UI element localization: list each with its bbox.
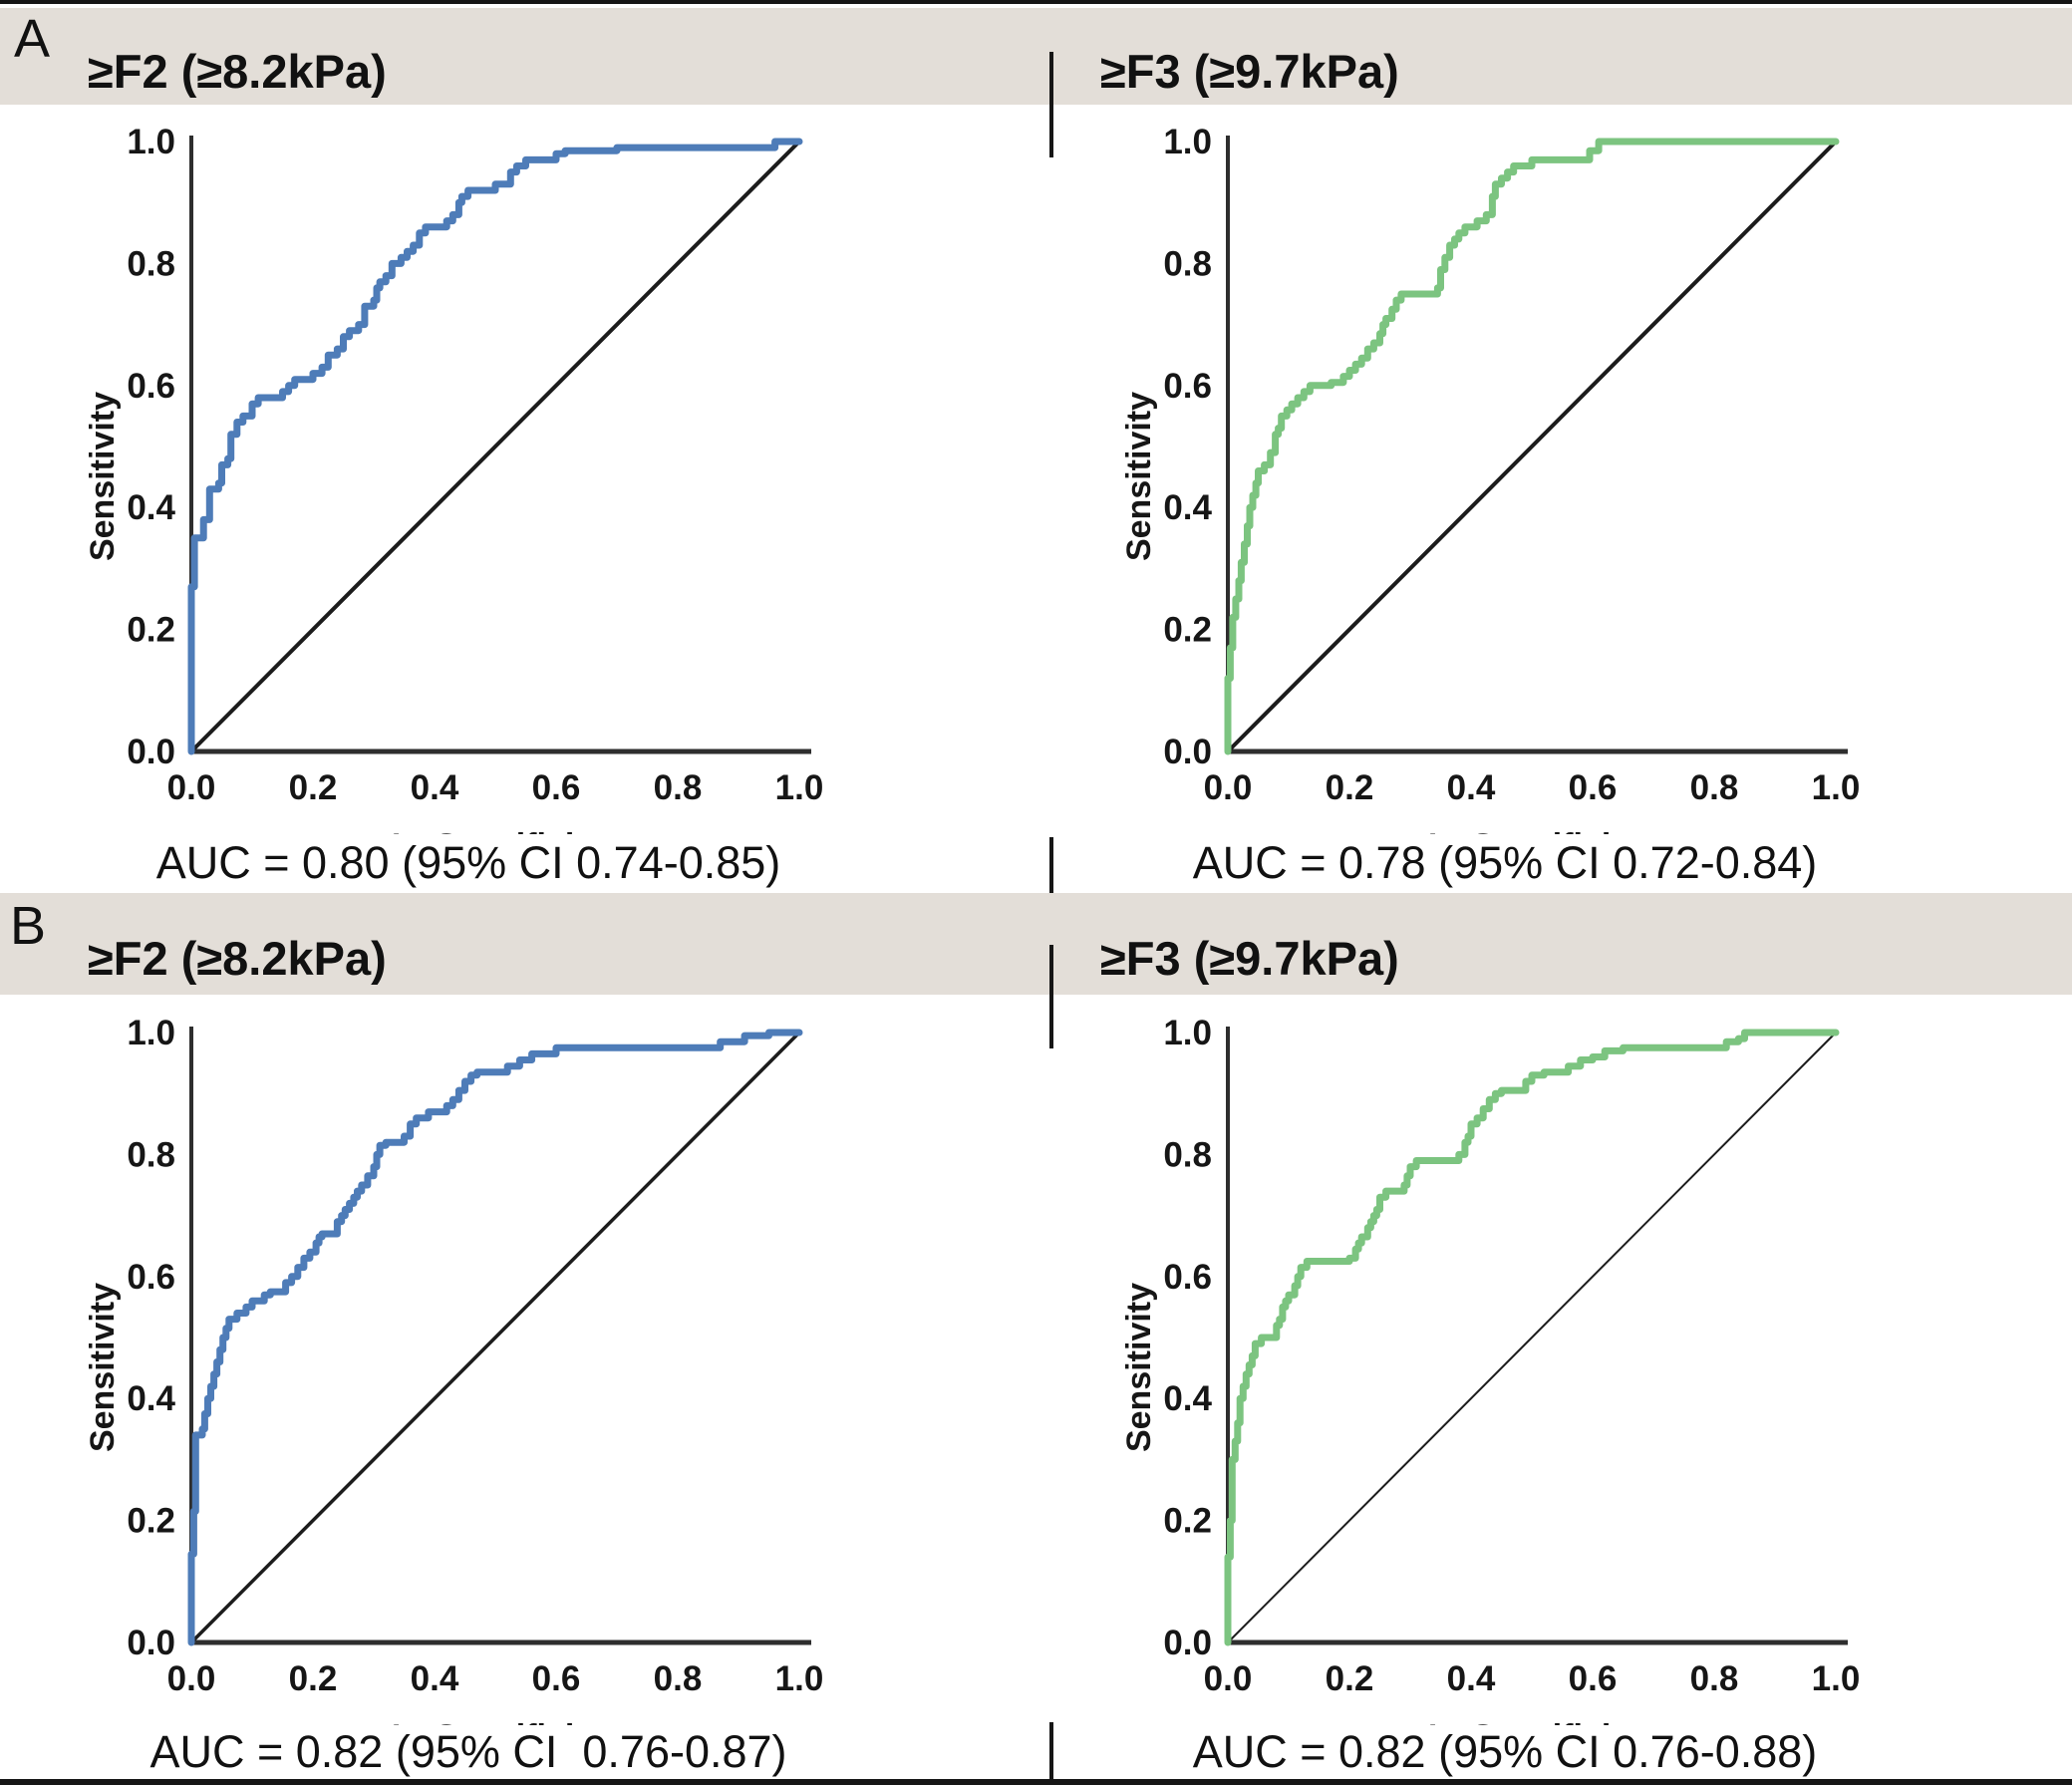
y-tick-label: 1.0 [127,123,175,161]
panel-a-banner [0,8,2072,105]
reference-diagonal-line [1227,1032,1837,1643]
panel-b-letter: B [10,896,47,956]
x-tick-label: 1.0 [1812,1659,1861,1698]
y-tick-label: 0.0 [1163,1624,1212,1662]
x-tick-label: 0.8 [1690,1659,1739,1698]
panel-b-banner [0,893,2072,995]
x-tick-label: 1.0 [775,1659,824,1698]
y-tick-label: 0.0 [1163,733,1212,771]
x-tick-label: 0.4 [1447,768,1496,807]
x-tick-label: 0.0 [167,1659,216,1698]
x-axis-title: 1 - Specificity [386,1718,604,1725]
x-tick-label: 0.0 [1204,1659,1253,1698]
y-tick-label: 0.4 [127,488,175,527]
x-tick-label: 0.6 [532,1659,581,1698]
panel-b-f3-title: ≥F3 (≥9.7kPa) [1100,932,1399,985]
x-tick-label: 0.4 [411,1659,459,1698]
y-tick-label: 0.6 [1163,1258,1212,1297]
reference-diagonal-line [189,1031,801,1644]
panel-a-letter: A [14,9,51,69]
reference-diagonal-line [1226,140,1838,753]
panel-divider-mid [1049,837,1053,894]
y-tick-label: 0.4 [127,1379,175,1418]
x-tick-label: 0.8 [654,768,703,807]
panel-divider-top-b [1049,945,1053,1048]
roc-curve [187,1029,803,1646]
y-tick-label: 0.2 [127,1502,175,1541]
y-tick-label: 0.0 [127,733,175,771]
roc-plot-a-f2: 0.00.0 0.2 0.2 0.4 0.4 0.6 0.6 0.8 0.8 1.0 1.0 Sens… [84,123,824,834]
y-tick-label: 0.8 [127,1135,175,1174]
y-tick-label: 0.8 [1163,244,1212,283]
reference-diagonal-line [189,140,801,753]
auc-caption-a-f3: AUC = 0.78 (95% CI 0.72-0.84) [1192,837,1818,888]
y-tick-label: 0.4 [1163,1379,1212,1418]
x-tick-label: 0.0 [1204,768,1253,807]
x-axis-title: 1 - Specificity [1422,827,1640,834]
y-tick-label: 1.0 [1163,123,1212,161]
x-axis-title: 1 - Specificity [386,827,604,834]
y-tick-label: 0.6 [127,1258,175,1297]
roc-curve [1224,1029,1840,1646]
auc-caption-b-f2: AUC = 0.82 (95% CI 0.76-0.87) [149,1726,787,1777]
panel-divider-top-a [1049,52,1053,157]
x-tick-label: 0.4 [1447,1659,1496,1698]
panel-a-f2-title: ≥F2 (≥8.2kPa) [88,45,387,98]
roc-curve [1224,138,1840,755]
x-axis-title: 1 - Specificity [1422,1718,1640,1725]
top-border-line [0,0,2072,4]
bottom-border-line [0,1779,2072,1785]
x-tick-label: 0.8 [654,1659,703,1698]
roc-curve [187,138,803,755]
y-axis-title: Sensitivity [1120,1283,1158,1452]
y-tick-label: 0.2 [1163,1502,1212,1541]
x-tick-label: 1.0 [1812,768,1861,807]
y-tick-label: 0.6 [127,367,175,406]
roc-plot-b-f3: 0.00.0 0.2 0.2 0.4 0.4 0.6 0.6 0.8 0.8 1.0 1.0 Sens… [1120,1014,1861,1725]
panel-a-f3-title: ≥F3 (≥9.7kPa) [1100,45,1399,98]
x-tick-label: 0.0 [167,768,216,807]
x-tick-label: 1.0 [775,768,824,807]
x-tick-label: 0.2 [1326,1659,1374,1698]
y-axis-title: Sensitivity [84,392,122,561]
y-tick-label: 0.8 [1163,1135,1212,1174]
x-tick-label: 0.2 [289,1659,338,1698]
y-axis-title: Sensitivity [1120,392,1158,561]
x-tick-label: 0.6 [532,768,581,807]
roc-plot-a-f3: 0.00.0 0.2 0.2 0.4 0.4 0.6 0.6 0.8 0.8 1.0 1.0 Sens… [1120,123,1861,834]
y-tick-label: 1.0 [1163,1014,1212,1052]
x-tick-label: 0.2 [1326,768,1374,807]
y-tick-label: 0.8 [127,244,175,283]
y-tick-label: 0.2 [127,611,175,650]
x-tick-label: 0.8 [1690,768,1739,807]
panel-b-f2-title: ≥F2 (≥8.2kPa) [88,932,387,985]
x-tick-label: 0.4 [411,768,459,807]
y-tick-label: 0.4 [1163,488,1212,527]
y-tick-label: 0.2 [1163,611,1212,650]
y-tick-label: 0.6 [1163,367,1212,406]
y-axis-title: Sensitivity [84,1283,122,1452]
y-tick-label: 0.0 [127,1624,175,1662]
roc-plot-b-f2: 0.00.0 0.2 0.2 0.4 0.4 0.6 0.6 0.8 0.8 1.0 1.0 Sens… [84,1014,824,1725]
x-tick-label: 0.6 [1569,1659,1618,1698]
y-tick-label: 1.0 [127,1014,175,1052]
x-tick-label: 0.6 [1569,768,1618,807]
panel-divider-bottom [1049,1722,1053,1780]
auc-caption-b-f3: AUC = 0.82 (95% CI 0.76-0.88) [1192,1726,1818,1777]
auc-caption-a-f2: AUC = 0.80 (95% CI 0.74-0.85) [155,837,781,888]
x-tick-label: 0.2 [289,768,338,807]
